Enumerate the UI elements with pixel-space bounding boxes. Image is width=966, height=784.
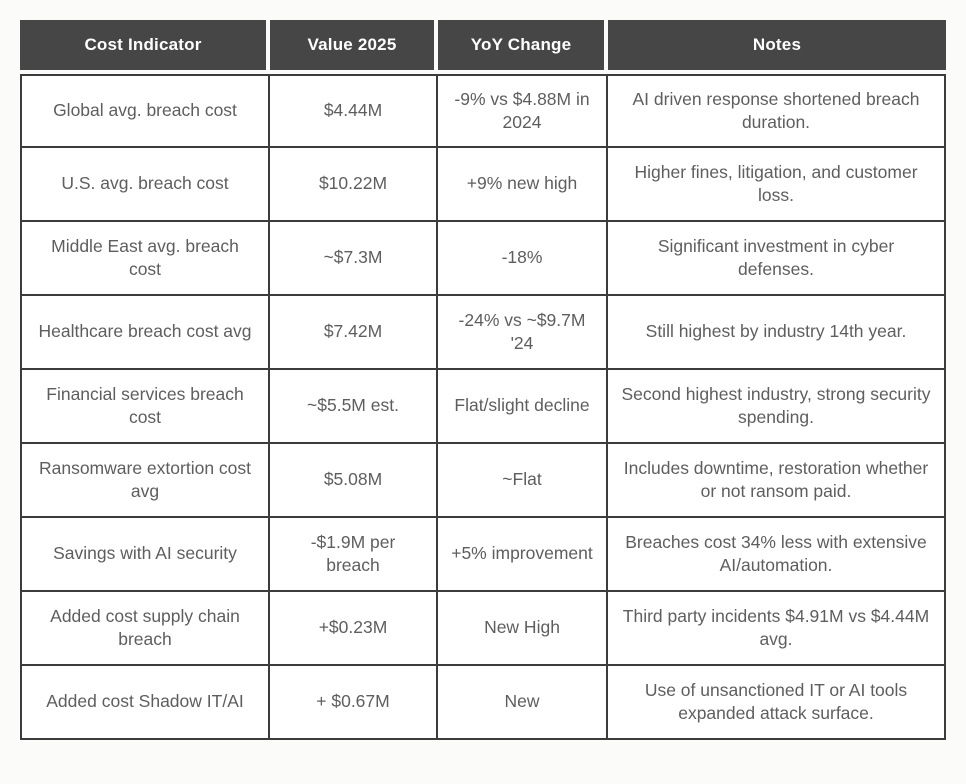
cell-yoy: -24% vs ~$9.7M '24	[438, 296, 608, 370]
cell-value: -$1.9M per breach	[270, 518, 438, 592]
header-cell-notes: Notes	[608, 20, 946, 74]
cell-value: $4.44M	[270, 74, 438, 148]
header-cell-value-2025: Value 2025	[270, 20, 438, 74]
cell-yoy: +9% new high	[438, 148, 608, 222]
cell-value: +$0.23M	[270, 592, 438, 666]
cell-yoy: ~Flat	[438, 444, 608, 518]
cell-notes: Use of unsanctioned IT or AI tools expan…	[608, 666, 946, 740]
cell-notes: Second highest industry, strong security…	[608, 370, 946, 444]
cell-value: $10.22M	[270, 148, 438, 222]
cell-indicator: Ransomware extortion cost avg	[20, 444, 270, 518]
cell-value: $5.08M	[270, 444, 438, 518]
cell-indicator: Added cost Shadow IT/AI	[20, 666, 270, 740]
cell-notes: Still highest by industry 14th year.	[608, 296, 946, 370]
header-cell-yoy-change: YoY Change	[438, 20, 608, 74]
breach-cost-table: Cost Indicator Value 2025 YoY Change Not…	[20, 20, 946, 740]
cell-value: + $0.67M	[270, 666, 438, 740]
cell-notes: Includes downtime, restoration whether o…	[608, 444, 946, 518]
cell-notes: Breaches cost 34% less with extensive AI…	[608, 518, 946, 592]
cell-notes: Third party incidents $4.91M vs $4.44M a…	[608, 592, 946, 666]
cell-indicator: Financial services breach cost	[20, 370, 270, 444]
cell-value: $7.42M	[270, 296, 438, 370]
cell-indicator: Global avg. breach cost	[20, 74, 270, 148]
cell-indicator: Savings with AI security	[20, 518, 270, 592]
cell-notes: Higher fines, litigation, and customer l…	[608, 148, 946, 222]
cell-value: ~$7.3M	[270, 222, 438, 296]
cell-yoy: New	[438, 666, 608, 740]
cell-yoy: -18%	[438, 222, 608, 296]
cell-indicator: Middle East avg. breach cost	[20, 222, 270, 296]
cell-yoy: Flat/slight decline	[438, 370, 608, 444]
cell-yoy: New High	[438, 592, 608, 666]
cell-yoy: -9% vs $4.88M in 2024	[438, 74, 608, 148]
cell-value: ~$5.5M est.	[270, 370, 438, 444]
cell-yoy: +5% improvement	[438, 518, 608, 592]
cell-notes: Significant investment in cyber defenses…	[608, 222, 946, 296]
cell-notes: AI driven response shortened breach dura…	[608, 74, 946, 148]
cell-indicator: Healthcare breach cost avg	[20, 296, 270, 370]
header-cell-cost-indicator: Cost Indicator	[20, 20, 270, 74]
cell-indicator: U.S. avg. breach cost	[20, 148, 270, 222]
cell-indicator: Added cost supply chain breach	[20, 592, 270, 666]
